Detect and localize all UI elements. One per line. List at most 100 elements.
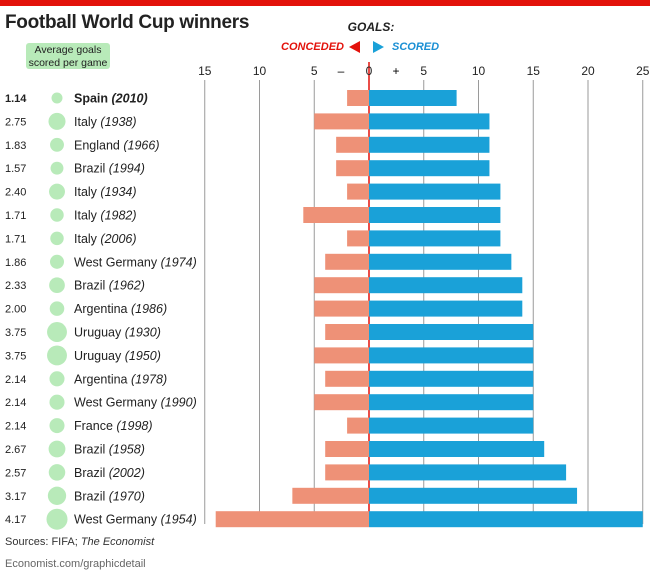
team-name: Brazil bbox=[74, 443, 109, 457]
avg-goals-value: 2.14 bbox=[5, 397, 26, 409]
avg-goals-bubble bbox=[49, 371, 65, 387]
x-tick-label: 15 bbox=[527, 64, 541, 78]
team-label: Spain (2010) bbox=[74, 92, 148, 106]
badge-line-1: Average goals bbox=[34, 44, 102, 56]
team-label: Uruguay (1930) bbox=[74, 326, 161, 340]
team-year: (1950) bbox=[125, 349, 161, 363]
team-label: Italy (2006) bbox=[74, 232, 137, 246]
scored-bar bbox=[369, 441, 545, 457]
team-name: Uruguay bbox=[74, 326, 125, 340]
team-year: (1962) bbox=[109, 279, 145, 293]
x-tick-label: 10 bbox=[253, 64, 267, 78]
team-name: Brazil bbox=[74, 162, 109, 176]
avg-goals-bubble bbox=[47, 345, 67, 366]
team-year: (1938) bbox=[100, 115, 136, 129]
chart-title: Football World Cup winners bbox=[5, 12, 250, 33]
source-publication: The Economist bbox=[80, 536, 155, 548]
team-label: Italy (1938) bbox=[74, 115, 137, 129]
avg-goals-bubble bbox=[50, 137, 64, 152]
team-label: Brazil (1970) bbox=[74, 489, 145, 503]
x-tick-label: 20 bbox=[581, 64, 595, 78]
team-year: (1966) bbox=[123, 138, 159, 152]
top-accent-bar bbox=[0, 0, 650, 6]
team-name: Italy bbox=[74, 232, 100, 246]
scored-arrow-icon bbox=[373, 41, 384, 53]
team-year: (1930) bbox=[125, 326, 161, 340]
avg-goals-bubble bbox=[48, 464, 66, 481]
conceded-bar bbox=[347, 230, 369, 247]
team-name: West Germany bbox=[74, 513, 161, 527]
conceded-bar bbox=[325, 253, 369, 270]
footer-url[interactable]: Economist.com/graphicdetail bbox=[5, 558, 146, 570]
x-tick-label: 0 bbox=[366, 64, 373, 78]
conceded-arrow-icon bbox=[349, 41, 360, 53]
team-label: Argentina (1986) bbox=[74, 302, 167, 316]
conceded-bar bbox=[347, 417, 369, 434]
avg-goals-value: 1.57 bbox=[5, 163, 26, 175]
scored-bar bbox=[369, 511, 643, 528]
avg-goals-value: 1.71 bbox=[5, 233, 26, 245]
avg-goals-value: 1.14 bbox=[5, 93, 27, 105]
team-name: Argentina bbox=[74, 372, 131, 386]
x-tick-label: 25 bbox=[636, 64, 650, 78]
scored-bar bbox=[369, 370, 534, 387]
scored-bar bbox=[369, 136, 490, 153]
avg-goals-bubble bbox=[48, 440, 66, 458]
plus-sign: + bbox=[392, 64, 399, 78]
scored-bar bbox=[369, 277, 523, 294]
team-year: (2002) bbox=[109, 466, 145, 480]
avg-goals-value: 3.75 bbox=[5, 327, 26, 339]
team-label: West Germany (1990) bbox=[74, 396, 197, 410]
avg-goals-value: 1.71 bbox=[5, 210, 26, 222]
team-year: (1994) bbox=[109, 162, 145, 176]
avg-goals-bubble bbox=[49, 301, 65, 316]
bar-layer bbox=[215, 90, 643, 528]
conceded-bar bbox=[314, 113, 369, 130]
team-label: West Germany (1974) bbox=[74, 255, 197, 269]
conceded-bar bbox=[314, 347, 369, 364]
team-name: West Germany bbox=[74, 255, 161, 269]
scored-bar bbox=[369, 417, 534, 434]
conceded-bar bbox=[325, 370, 369, 387]
team-name: Italy bbox=[74, 185, 100, 199]
team-name: Spain bbox=[74, 92, 112, 106]
scored-bar bbox=[369, 300, 523, 317]
goals-heading: GOALS: bbox=[347, 20, 395, 34]
avg-goals-value: 2.14 bbox=[5, 374, 26, 386]
scored-bar bbox=[369, 253, 512, 270]
avg-goals-bubble bbox=[50, 231, 64, 246]
team-year: (1934) bbox=[100, 185, 136, 199]
team-name: France bbox=[74, 419, 116, 433]
team-year: (2010) bbox=[112, 92, 148, 106]
scored-bar bbox=[369, 160, 490, 177]
avg-goals-value: 1.86 bbox=[5, 257, 26, 269]
team-label: Argentina (1978) bbox=[74, 372, 167, 386]
scored-bar bbox=[369, 394, 534, 411]
x-tick-label: 10 bbox=[472, 64, 486, 78]
team-year: (1958) bbox=[109, 443, 145, 457]
team-label: West Germany (1954) bbox=[74, 513, 197, 527]
avg-goals-value: 2.40 bbox=[5, 187, 26, 199]
x-tick-label: 5 bbox=[420, 64, 427, 78]
conceded-bar bbox=[292, 487, 369, 504]
scored-bar bbox=[369, 347, 534, 364]
conceded-bar bbox=[347, 90, 369, 106]
avg-goals-value: 2.57 bbox=[5, 467, 26, 479]
scored-bar bbox=[369, 113, 490, 130]
team-label: Brazil (1962) bbox=[74, 279, 145, 293]
team-name: West Germany bbox=[74, 396, 161, 410]
avg-goals-bubble bbox=[50, 208, 64, 222]
team-name: Uruguay bbox=[74, 349, 125, 363]
badge-line-2: scored per game bbox=[28, 56, 108, 69]
avg-goals-bubble bbox=[49, 418, 65, 434]
team-name: England bbox=[74, 138, 123, 152]
conceded-bar bbox=[325, 324, 369, 340]
scored-bar bbox=[369, 464, 567, 481]
team-year: (1982) bbox=[100, 209, 136, 223]
source-prefix: Sources: FIFA; bbox=[5, 536, 81, 548]
team-name: Brazil bbox=[74, 489, 109, 503]
team-name: Italy bbox=[74, 209, 100, 223]
team-label: Italy (1934) bbox=[74, 185, 137, 199]
label-layer: 15 10 5 0 5 10 15 20 25 1.14 Spain (2010) 2.75 Italy… bbox=[5, 64, 650, 530]
